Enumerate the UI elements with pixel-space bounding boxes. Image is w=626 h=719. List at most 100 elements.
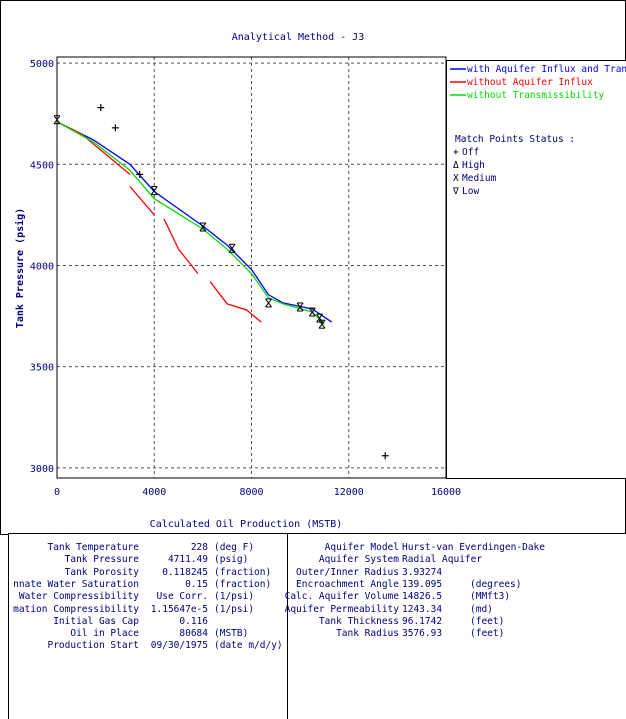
aquifer-property-unit: (degrees) bbox=[470, 578, 522, 590]
y-tick-label: 4500 bbox=[30, 160, 54, 171]
aquifer-property-unit: (feet) bbox=[470, 615, 505, 627]
aquifer-property-unit: (feet) bbox=[470, 628, 505, 640]
y-tick-label: 3500 bbox=[30, 363, 54, 374]
aquifer-property-label: Aquifer Model bbox=[324, 542, 399, 553]
pressure-chart: Analytical Method - J3 0 4000 8000 12000 160… bbox=[0, 0, 626, 535]
x-tick-label: 8000 bbox=[239, 487, 263, 498]
tank-property-unit: (MSTB) bbox=[214, 628, 249, 640]
x-tick-label: 4000 bbox=[142, 487, 166, 498]
match-point-medium bbox=[228, 243, 236, 253]
marker-stroke bbox=[296, 302, 304, 312]
match-points-title: Match Points Status : bbox=[455, 134, 575, 145]
legend-entry: without Aquifer Influx bbox=[467, 77, 593, 88]
tank-property-value: 0.118245 bbox=[162, 566, 208, 578]
tank-property-label: Water Compressibility bbox=[18, 591, 139, 603]
legend-entry: without Transmissibility bbox=[467, 90, 605, 101]
match-point-medium bbox=[308, 307, 316, 317]
legend-entry: with Aquifer Influx and Transmissibility bbox=[467, 64, 626, 75]
match-point-off bbox=[111, 124, 119, 132]
aquifer-property-value: 3.93274 bbox=[402, 566, 443, 578]
tank-properties-panel bbox=[8, 533, 289, 719]
match-point-off bbox=[136, 170, 144, 178]
match-point-medium bbox=[316, 313, 323, 323]
tank-property-unit: (1/psi) bbox=[214, 591, 255, 603]
grid-lines bbox=[57, 57, 446, 478]
marker-stroke bbox=[308, 307, 316, 317]
tank-property-value: 0.15 bbox=[185, 578, 208, 590]
match-label-off: Off bbox=[462, 147, 479, 158]
tank-property-unit: (1/psi) bbox=[214, 603, 255, 615]
legend-box bbox=[446, 60, 626, 479]
aquifer-property-value: Hurst-van Everdingen-Dake bbox=[402, 542, 545, 553]
match-point-medium bbox=[265, 298, 272, 308]
tank-property-label: Tank Pressure bbox=[64, 554, 139, 566]
match-point-medium bbox=[53, 115, 61, 125]
match-point-off bbox=[97, 104, 105, 112]
x-tick-label: 16000 bbox=[431, 487, 461, 498]
aquifer-property-unit: (md) bbox=[470, 603, 493, 615]
y-tick-label: 4000 bbox=[30, 261, 54, 272]
match-point-medium bbox=[318, 319, 326, 329]
aquifer-property-label: Outer/Inner Radius bbox=[296, 566, 399, 578]
aquifer-property-value: Radial Aquifer bbox=[402, 554, 483, 566]
match-symbol-high: Δ bbox=[453, 160, 459, 171]
tank-property-unit: (deg F) bbox=[214, 542, 255, 553]
aquifer-property-value: 96.1742 bbox=[402, 615, 443, 627]
marker-stroke bbox=[228, 243, 236, 253]
aquifer-properties-panel bbox=[287, 533, 626, 719]
chart-title: Analytical Method - J3 bbox=[232, 32, 364, 43]
marker-stroke bbox=[53, 115, 61, 125]
x-axis-label: Calculated Oil Production (MSTB) bbox=[150, 519, 343, 530]
y-tick-label: 3000 bbox=[30, 464, 54, 475]
match-symbol-medium: X bbox=[453, 173, 459, 184]
aquifer-property-label: Tank Thickness bbox=[318, 615, 399, 627]
tank-property-label: mation Compressibility bbox=[13, 603, 139, 615]
match-point-markers bbox=[53, 104, 389, 460]
tank-property-unit: (date m/d/y) bbox=[214, 640, 283, 652]
tank-property-value: 1.15647e-5 bbox=[150, 603, 208, 615]
match-point-off bbox=[381, 452, 389, 460]
tank-property-value: 0.116 bbox=[179, 615, 208, 627]
marker-stroke bbox=[318, 319, 326, 329]
aquifer-property-value: 14826.5 bbox=[402, 591, 443, 603]
y-axis-label: Tank Pressure (psig) bbox=[14, 208, 26, 328]
tank-property-label: Tank Temperature bbox=[47, 542, 139, 553]
aquifer-property-label: Calc. Aquifer Volume bbox=[284, 591, 399, 603]
tank-property-value: Use Corr. bbox=[156, 591, 208, 603]
match-point-medium bbox=[199, 222, 207, 232]
tank-property-label: Production Start bbox=[47, 640, 139, 652]
aquifer-property-value: 139.095 bbox=[402, 578, 443, 590]
tank-property-unit: (fraction) bbox=[214, 566, 272, 578]
match-label-medium: Medium bbox=[462, 173, 497, 184]
y-tick-label: 5000 bbox=[30, 59, 54, 70]
tank-property-label: nnate Water Saturation bbox=[13, 578, 139, 590]
series-line-2 bbox=[163, 218, 199, 275]
tank-property-unit: (psig) bbox=[214, 554, 249, 566]
marker-stroke bbox=[265, 298, 272, 308]
marker-stroke bbox=[150, 186, 158, 195]
x-tick-label: 0 bbox=[54, 487, 60, 498]
aquifer-property-label: Aquifer System bbox=[318, 554, 399, 566]
series-line-2 bbox=[129, 186, 155, 216]
legend: with Aquifer Influx and Transmissibility… bbox=[450, 64, 626, 197]
series-line-2 bbox=[56, 121, 131, 175]
tank-property-value: 228 bbox=[190, 542, 208, 553]
aquifer-property-label: Tank Radius bbox=[336, 628, 399, 640]
tank-property-value: 4711.49 bbox=[167, 554, 208, 566]
series-line-3 bbox=[56, 121, 325, 325]
tank-property-label: Oil in Place bbox=[70, 628, 139, 640]
match-label-high: High bbox=[462, 160, 485, 171]
series-line-2 bbox=[209, 281, 262, 323]
aquifer-property-label: Encroachment Angle bbox=[296, 578, 399, 590]
match-label-low: Low bbox=[462, 186, 479, 197]
aquifer-property-unit: (MMft3) bbox=[470, 591, 511, 603]
series-lines bbox=[56, 121, 333, 325]
aquifer-property-label: Aquifer Permeability bbox=[284, 603, 399, 615]
marker-stroke bbox=[199, 222, 207, 232]
match-symbol-off: + bbox=[453, 147, 459, 158]
series-line-1 bbox=[56, 121, 333, 323]
match-symbol-low: ∇ bbox=[452, 186, 459, 197]
y-axis-ticks: 3000 3500 4000 4500 5000 bbox=[30, 59, 54, 475]
tank-property-unit: (fraction) bbox=[214, 578, 272, 590]
